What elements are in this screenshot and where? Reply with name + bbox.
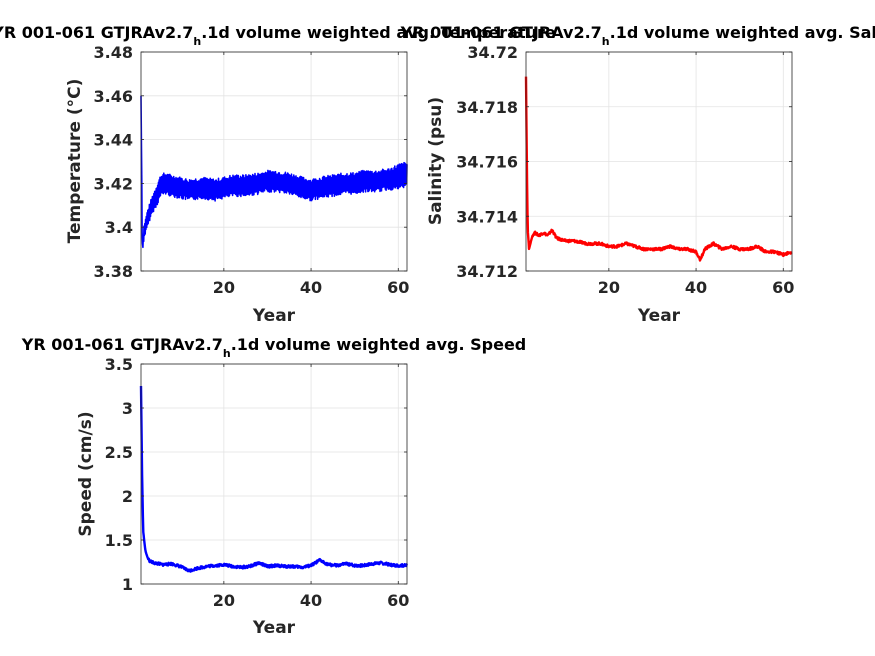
xtick-label: 40 [300,591,322,610]
xtick-label: 40 [300,278,322,297]
xtick-label: 20 [598,278,620,297]
xticks-speed: 20 40 60 [213,364,409,610]
title-speed: YR 001-061 GTJRAv2.7h.1d volume weighted… [21,335,527,360]
series-line-salinity [524,76,793,262]
ytick-label: 2.5 [105,443,133,462]
plot-area-speed [141,364,407,584]
yticks-temperature: 3.38 3.4 3.42 3.44 3.46 3.48 [94,43,407,281]
xtick-label: 60 [772,278,794,297]
ytick-label: 34.716 [456,153,518,172]
ytick-label: 3.46 [94,87,133,106]
xlabel-temperature: Year [252,306,296,326]
ytick-label: 2 [122,487,133,506]
series-line-temperature [140,95,408,249]
series-temperature [140,95,408,249]
ytick-label: 34.718 [456,98,518,117]
ytick-label: 3.5 [105,355,133,374]
axes-box-temperature [140,51,408,272]
panel-speed: 1 1.5 2 2.5 3 3.5 20 40 60 YR 001-061 GTJRAv2.7… [21,335,527,638]
ytick-label: 3 [122,399,133,418]
xtick-label: 20 [213,591,235,610]
title-temperature: YR 001-061 GTJRAv2.7h.1d volume weighted… [0,23,556,48]
xticks-temperature: 20 40 60 [213,52,409,297]
xlabel-speed: Year [252,618,296,638]
ytick-label: 34.712 [456,262,518,281]
yticks-speed: 1 1.5 2 2.5 3 3.5 [105,355,407,594]
yticks-salinity: 34.712 34.714 34.716 34.718 34.72 [456,43,792,281]
xtick-label: 40 [685,278,707,297]
xtick-label: 60 [387,278,409,297]
ytick-label: 1.5 [105,531,133,550]
series-salinity [524,76,793,262]
axes-box-speed [140,363,408,585]
ylabel-speed: Speed (cm/s) [76,411,96,536]
series-speed [139,385,408,573]
ylabel-temperature: Temperature (°C) [65,79,85,244]
ytick-label: 1 [122,575,133,594]
ytick-label: 34.72 [467,43,518,62]
panel-temperature: 3.38 3.4 3.42 3.44 3.46 3.48 20 40 60 YR 001-06… [0,23,556,326]
plot-area-temperature [141,52,407,271]
series-line-speed [139,385,408,573]
ytick-label: 3.4 [105,218,133,237]
title-salinity: YR 001-061 GTJRAv2.7h.1d volume weighted… [400,23,875,48]
ytick-label: 3.44 [94,131,133,150]
xtick-label: 20 [213,278,235,297]
xtick-label: 60 [387,591,409,610]
panel-salinity: 34.712 34.714 34.716 34.718 34.72 20 40 60 YR … [400,23,875,326]
ytick-label: 34.714 [456,207,518,226]
ytick-label: 3.42 [94,174,133,193]
xlabel-salinity: Year [637,306,681,326]
ytick-label: 3.38 [94,262,133,281]
ytick-label: 3.48 [94,43,133,62]
xticks-salinity: 20 40 60 [598,52,794,297]
ylabel-salinity: Salinity (psu) [426,97,446,225]
